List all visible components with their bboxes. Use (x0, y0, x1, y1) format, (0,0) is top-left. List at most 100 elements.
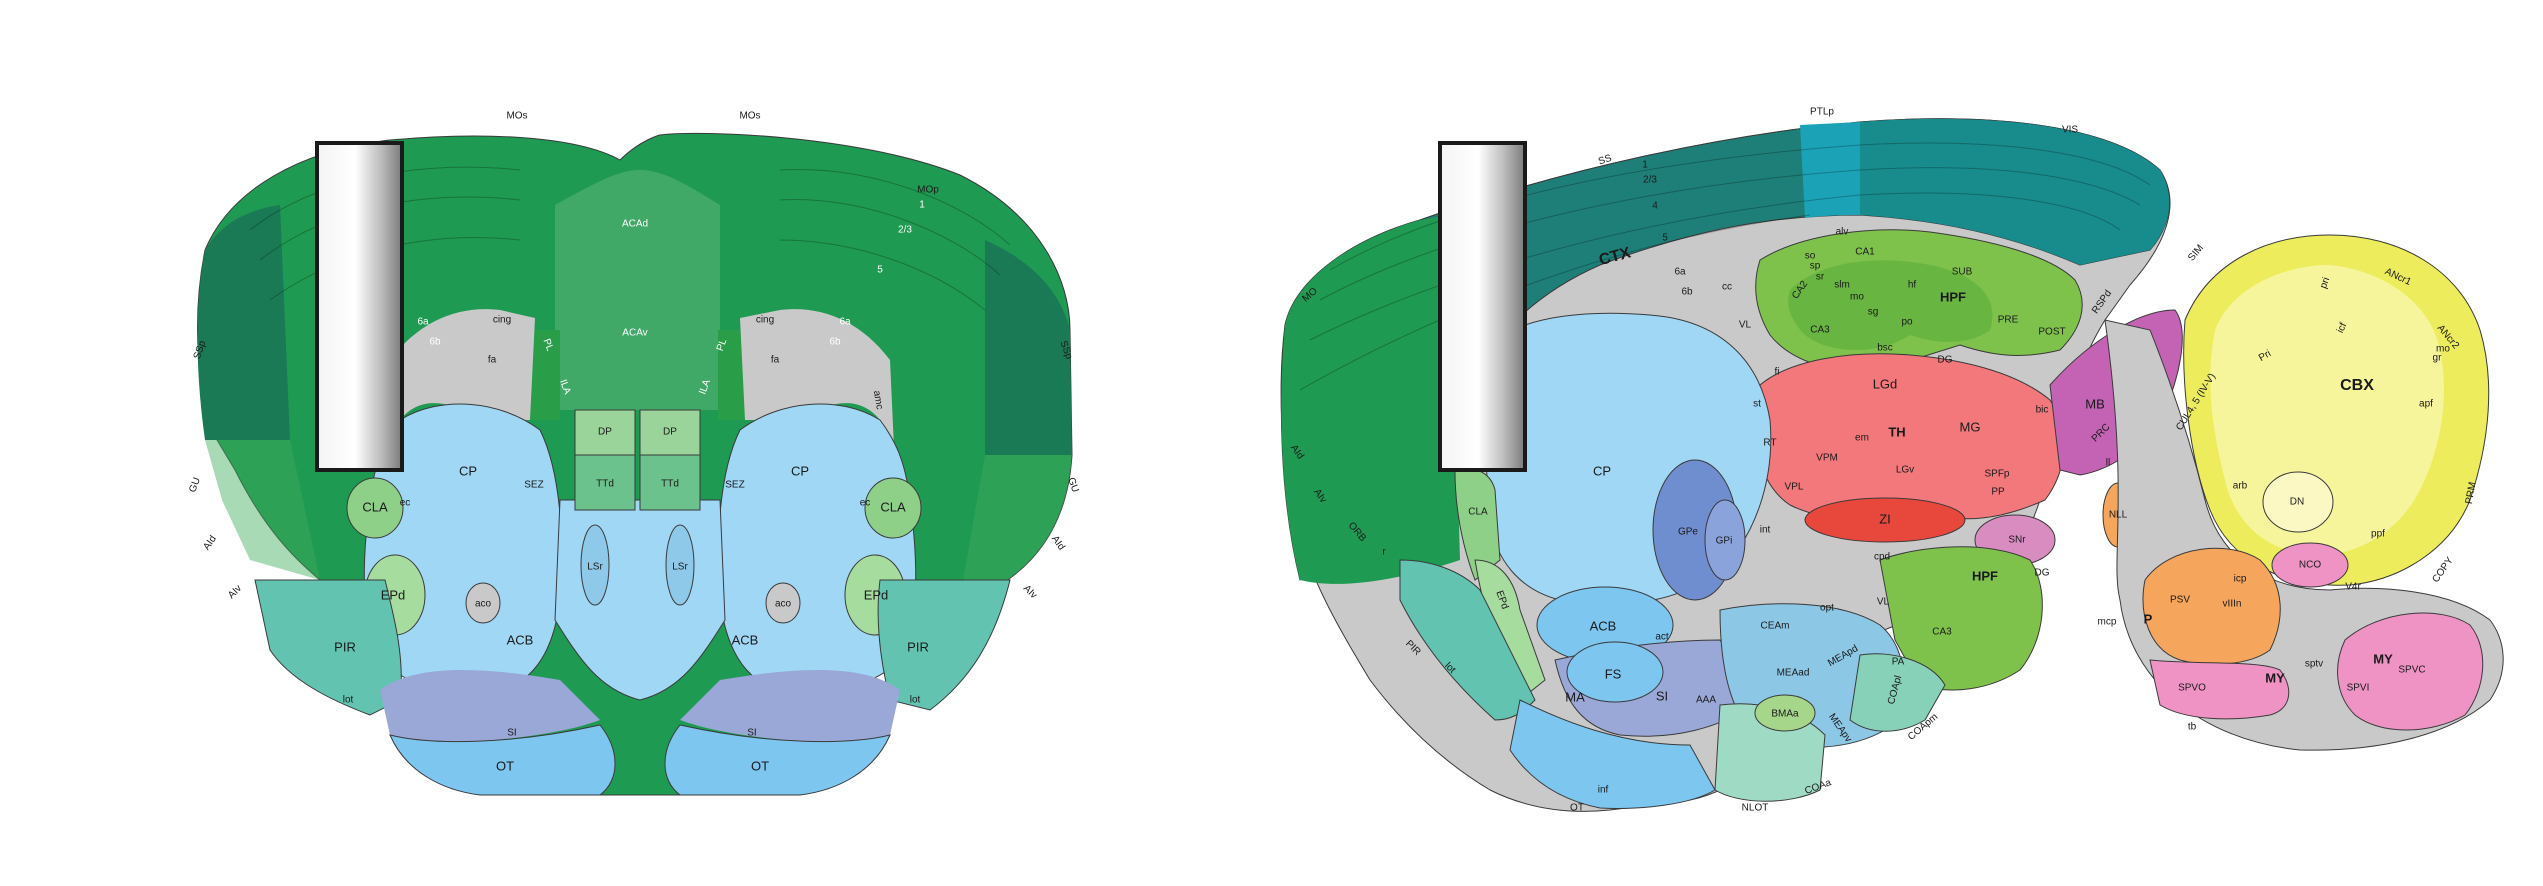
coronal-label-ttd-right: TTd (661, 479, 679, 490)
coronal-label-6b-right: 6b (829, 337, 841, 348)
sagittal-zi (1804, 497, 1966, 543)
coronal-ot-right (664, 724, 891, 796)
sagittal-label-copy: COPY (2430, 555, 2455, 585)
sagittal-label-prm: PRM (2464, 481, 2479, 505)
sagittal-label-si: SI (1656, 688, 1668, 703)
coronal-white-matter-right (740, 309, 895, 470)
sagittal-label-meaad: MEAad (1777, 668, 1810, 679)
coronal-label-ot-right: OT (751, 758, 769, 773)
coronal-label-cp-right: CP (791, 463, 809, 478)
coronal-pir-left (254, 579, 402, 716)
coronal-ot-left (389, 724, 616, 796)
coronal-label-pir-left: PIR (334, 639, 356, 654)
sagittal-pons (2142, 547, 2281, 665)
sagittal-label-psv: PSV (2170, 595, 2190, 606)
sagittal-olfactory-ventral (1849, 653, 1946, 732)
coronal-label-acb-left: ACB (507, 632, 534, 647)
sagittal-label-ot: OT (1570, 803, 1584, 814)
coronal-label-6a-left: 6a (417, 317, 429, 328)
sagittal-label-opt: opt (1820, 603, 1834, 614)
coronal-label-dp-right: DP (663, 427, 677, 438)
sagittal-label-nlot: NLOT (1742, 803, 1769, 814)
sagittal-label-pre: PRE (1998, 315, 2019, 326)
sagittal-label-acb: ACB (1590, 618, 1617, 633)
coronal-label-acad: ACAd (622, 219, 648, 230)
sagittal-label-mo-hpf: mo (1850, 292, 1864, 303)
sagittal-bmaa (1754, 694, 1816, 732)
sagittal-label-dg2: DG (2035, 568, 2050, 579)
sagittal-label-slm: slm (1834, 280, 1850, 291)
sagittal-label-spvo: SPVO (2178, 683, 2206, 694)
sagittal-label-tb: tb (2188, 722, 2197, 733)
sagittal-label-my2: MY (2373, 651, 2393, 666)
coronal-ttd-left (574, 454, 636, 511)
sagittal-label-dg: DG (1938, 355, 1953, 366)
sagittal-label-icf: icf (2335, 321, 2349, 335)
coronal-aca-region (555, 170, 720, 410)
sagittal-label-bic: bic (2036, 405, 2049, 416)
sagittal-label-apf: apf (2419, 399, 2433, 410)
sagittal-label-post: POST (2038, 327, 2065, 338)
coronal-label-cp-left: CP (459, 463, 477, 478)
sagittal-label-gr: gr (2433, 353, 2443, 364)
sagittal-label-layer6b: 6b (1681, 287, 1693, 298)
coronal-lsr-left (580, 524, 610, 606)
coronal-label-epd-right: EPd (864, 587, 889, 602)
coronal-label-cing-left: cing (493, 315, 511, 326)
coronal-label-6a-right: 6a (839, 317, 851, 328)
sagittal-label-spvc: SPVC (2398, 665, 2425, 676)
sagittal-probe-bar (1438, 141, 1527, 472)
coronal-pir-right (877, 579, 1011, 711)
coronal-label-layer1: 1 (919, 200, 925, 211)
sagittal-label-pri2: pri (2318, 276, 2332, 290)
coronal-label-pir-right: PIR (907, 639, 929, 654)
coronal-label-lot-right: lot (910, 695, 921, 706)
sagittal-label-ca3: CA3 (1810, 325, 1830, 336)
sagittal-label-sp: sp (1810, 261, 1821, 272)
sagittal-label-ca1: CA1 (1855, 247, 1875, 258)
coronal-label-acav: ACAv (622, 328, 647, 339)
sagittal-label-bsc: bsc (1877, 343, 1893, 354)
sagittal-label-my: MY (2265, 670, 2285, 685)
sagittal-cortex-mo (1281, 215, 1460, 584)
sagittal-label-r: r (1382, 547, 1386, 558)
sagittal-label-rt: RT (1763, 438, 1776, 449)
sagittal-label-p: P (2144, 611, 2153, 626)
sagittal-label-viiin: vIIIn (2223, 599, 2242, 610)
sagittal-label-ll: ll (2106, 458, 2110, 469)
coronal-probe-bar (315, 141, 404, 472)
coronal-label-aco-right: aco (775, 599, 792, 610)
sagittal-label-vl2: VL (1877, 597, 1890, 608)
sagittal-label-nll: NLL (2109, 510, 2128, 521)
sagittal-label-gpe: GPe (1678, 527, 1698, 538)
sagittal-label-spfp: SPFp (1984, 469, 2009, 480)
sagittal-label-mg: MG (1960, 419, 1981, 434)
coronal-lsr-right (665, 524, 695, 606)
coronal-label-dp-left: DP (598, 427, 612, 438)
sagittal-dn (2262, 471, 2334, 533)
coronal-aco-left (465, 582, 501, 624)
coronal-label-fa-right: fa (771, 355, 780, 366)
sagittal-label-arb: arb (2233, 481, 2248, 492)
coronal-label-epd-left: EPd (381, 587, 406, 602)
sagittal-label-st: st (1753, 399, 1761, 410)
sagittal-label-fs: FS (1605, 666, 1622, 681)
sagittal-label-snr: SNr (2008, 535, 2026, 546)
coronal-label-ila-right: ILA (697, 378, 713, 396)
sagittal-label-zi: ZI (1879, 511, 1891, 526)
sagittal-label-vl: VL (1739, 320, 1752, 331)
sagittal-label-bmaa: BMAa (1771, 709, 1799, 720)
coronal-label-gu-right: GU (1065, 476, 1080, 494)
sagittal-label-v4r: V4r (2345, 582, 2361, 593)
sagittal-ot (1509, 699, 1716, 809)
coronal-label-sez-right: SEZ (725, 480, 744, 491)
sagittal-label-cc: cc (1722, 282, 1732, 293)
sagittal-label-sub: SUB (1952, 267, 1973, 278)
coronal-label-mos-right: MOs (739, 111, 760, 122)
sagittal-label-lgd: LGd (1873, 376, 1898, 391)
sagittal-label-em: em (1855, 433, 1869, 444)
coronal-labels: MOs MOs MOp 1 2/3 5 ACAd ACAv 6a 6a 6b 6… (187, 111, 1080, 774)
coronal-label-cing-right: cing (756, 315, 774, 326)
sagittal-label-th: TH (1888, 424, 1905, 439)
